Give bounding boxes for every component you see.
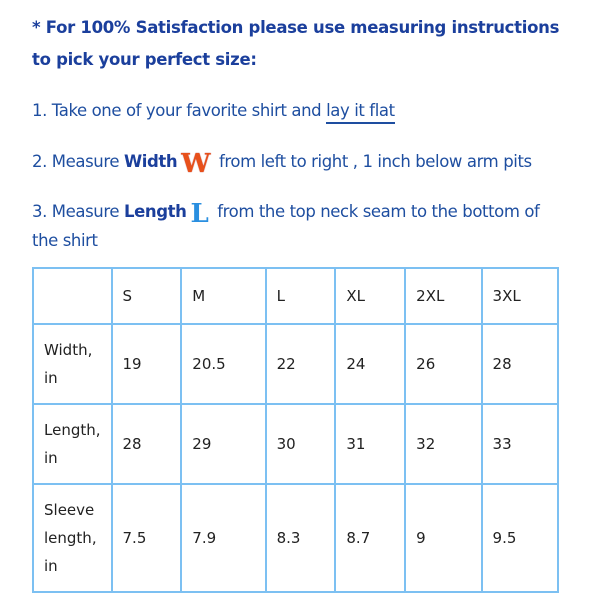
cell: 29: [180, 403, 267, 485]
cell: 7.5: [110, 483, 183, 593]
width-w-icon: W: [181, 149, 211, 179]
cell: 9.5: [480, 483, 560, 593]
cell: 9: [404, 483, 483, 593]
cell: 24: [334, 323, 407, 405]
cell: 7.9: [180, 483, 267, 593]
lay-it-flat-link[interactable]: lay it flat: [326, 101, 395, 124]
label-line: Sleeve: [44, 501, 95, 519]
header-cell: 3XL: [480, 267, 560, 325]
cell: 33: [480, 403, 560, 485]
header-cell: XL: [334, 267, 407, 325]
table-row: Length, in 28 29 30 31 32 33: [32, 403, 560, 485]
label-line: Width,: [44, 341, 93, 359]
header-cell: M: [180, 267, 267, 325]
row-label: Sleeve length, in: [32, 483, 113, 593]
step-3-text: 3. Measure: [32, 202, 124, 221]
header-cell: [32, 267, 113, 325]
cell: 28: [110, 403, 183, 485]
label-line: in: [44, 449, 58, 467]
step-2-text: 2. Measure: [32, 152, 124, 171]
cell: 28: [480, 323, 560, 405]
heading-line-2: to pick your perfect size:: [32, 50, 257, 69]
length-l-icon: L: [190, 199, 209, 229]
cell: 26: [404, 323, 483, 405]
row-label: Width, in: [32, 323, 113, 405]
step-3-rest: from the top neck seam to the bottom of: [212, 202, 540, 221]
row-label: Length, in: [32, 403, 113, 485]
label-line: in: [44, 369, 58, 387]
step-3-continued: the shirt: [32, 231, 98, 250]
header-cell: L: [264, 267, 337, 325]
step-1-text: 1. Take one of your favorite shirt and: [32, 101, 327, 120]
header-cell: 2XL: [404, 267, 483, 325]
label-line: in: [44, 557, 58, 575]
length-label: Length: [123, 202, 187, 221]
step-3: 3. Measure Length L from the top neck sea…: [32, 199, 540, 229]
label-line: length,: [44, 529, 97, 547]
step-2-rest: from left to right , 1 inch below arm pi…: [214, 152, 532, 171]
table-row: Sleeve length, in 7.5 7.9 8.3 8.7 9 9.5: [32, 483, 560, 593]
cell: 8.7: [334, 483, 407, 593]
heading-line-1: * For 100% Satisfaction please use measu…: [32, 18, 560, 37]
header-cell: S: [110, 267, 183, 325]
table-header-row: S M L XL 2XL 3XL: [32, 267, 560, 325]
step-1: 1. Take one of your favorite shirt and l…: [32, 101, 395, 124]
cell: 19: [110, 323, 183, 405]
cell: 31: [334, 403, 407, 485]
label-line: Length,: [44, 421, 101, 439]
cell: 22: [264, 323, 337, 405]
cell: 32: [404, 403, 483, 485]
cell: 8.3: [264, 483, 337, 593]
width-label: Width: [123, 152, 178, 171]
cell: 20.5: [180, 323, 267, 405]
step-2: 2. Measure Width W from left to right , 1…: [32, 149, 532, 179]
table-row: Width, in 19 20.5 22 24 26 28: [32, 323, 560, 405]
cell: 30: [264, 403, 337, 485]
size-chart-table: S M L XL 2XL 3XL Width, in 19 20.5 22 24 …: [32, 267, 560, 593]
